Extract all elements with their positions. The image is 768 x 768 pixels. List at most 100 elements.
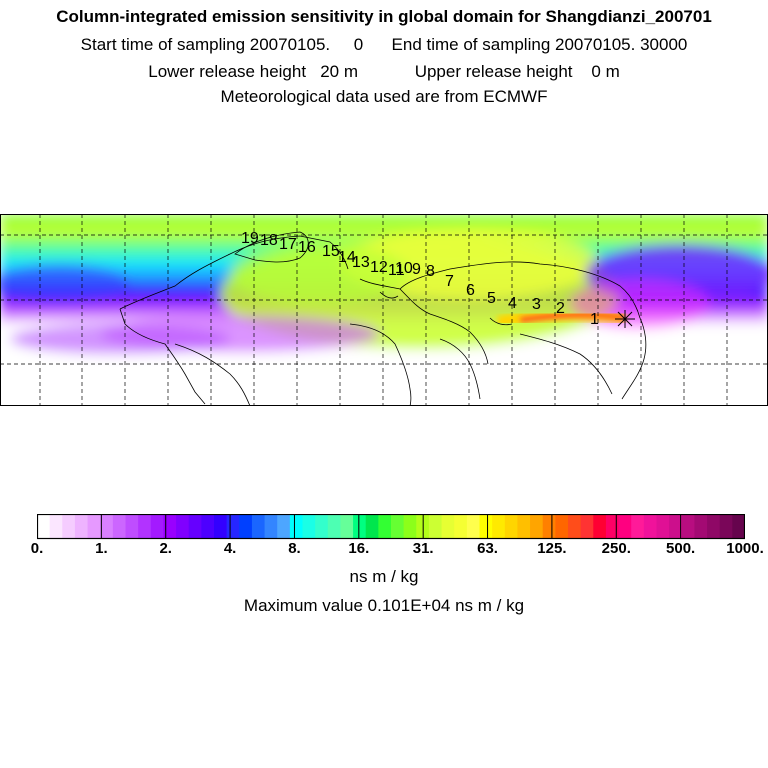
colorbar-cell — [428, 514, 443, 539]
colorbar-cell — [150, 514, 165, 539]
colorbar-cell — [454, 514, 468, 539]
colorbar-cell — [669, 514, 683, 539]
colorbar-cell — [681, 514, 696, 539]
trajectory-label-9: 9 — [412, 261, 421, 278]
colorbar-cell — [593, 514, 607, 539]
colorbar-major-ticks — [100, 514, 682, 539]
plot-title: Column-integrated emission sensitivity i… — [56, 7, 712, 26]
colorbar-tick-label: 0. — [30, 540, 44, 557]
colorbar-cell — [479, 514, 493, 539]
colorbar-cell — [530, 514, 544, 539]
colorbar-cell — [441, 514, 455, 539]
colorbar-cell — [643, 514, 658, 539]
colorbar-cell — [542, 514, 556, 539]
met-data-line: Meteorological data used are from ECMWF — [220, 87, 548, 106]
trajectory-label-1: 1 — [590, 311, 599, 328]
colorbar-tick-label: 16. — [348, 540, 370, 557]
colorbar-cell — [201, 514, 215, 539]
trajectory-label-14: 14 — [338, 249, 356, 266]
colorbar-cell — [694, 514, 708, 539]
colorbar-cell — [264, 514, 278, 539]
trajectory-label-13: 13 — [352, 254, 370, 271]
colorbar-cell — [74, 514, 89, 539]
colorbar-cell — [176, 514, 190, 539]
colorbar-cell — [289, 514, 304, 539]
trajectory-label-7: 7 — [445, 273, 454, 290]
colorbar-units: ns m / kg — [349, 567, 419, 586]
colorbar-tick-label: 500. — [666, 540, 696, 557]
colorbar-tick-label: 2. — [159, 540, 172, 557]
colorbar-cell — [277, 514, 291, 539]
colorbar-cell — [226, 514, 240, 539]
station-marker — [615, 310, 635, 328]
colorbar-cell — [365, 514, 379, 539]
trajectory-label-12: 12 — [370, 259, 388, 276]
sensitivity-field — [0, 214, 768, 364]
trajectory-label-19: 19 — [241, 230, 259, 247]
colorbar-tick-label: 250. — [601, 540, 631, 557]
grid-lines — [0, 214, 768, 406]
trajectory-label-15: 15 — [322, 243, 340, 260]
colorbar-cell — [631, 514, 645, 539]
colorbar-cell — [719, 514, 733, 539]
trajectory-label-3: 3 — [532, 296, 541, 313]
colorbar-cell — [251, 514, 266, 539]
colorbar-cell — [555, 514, 569, 539]
colorbar-cell — [340, 514, 354, 539]
colorbar-cell — [239, 514, 253, 539]
colorbar — [37, 514, 745, 540]
colorbar-cell — [353, 514, 367, 539]
colorbar-cell — [302, 514, 316, 539]
colorbar-frame — [37, 514, 745, 540]
colorbar-cell — [391, 514, 405, 539]
colorbar-cell — [327, 514, 342, 539]
colorbar-tick-label: 31. — [412, 540, 434, 557]
colorbar-cell — [49, 514, 63, 539]
maximum-value-text: Maximum value 0.101E+04 ns m / kg — [243, 596, 525, 615]
colorbar-tick-label: 4. — [223, 540, 237, 557]
sampling-time-line: Start time of sampling 20070105. 0 End t… — [80, 35, 688, 54]
trajectory-label-8: 8 — [426, 263, 435, 280]
colorbar-cell — [163, 514, 177, 539]
trajectory-label-17: 17 — [279, 236, 297, 253]
colorbar-cell — [707, 514, 721, 539]
colorbar-cell — [315, 514, 329, 539]
colorbar-cell — [618, 514, 632, 539]
colorbar-cell — [492, 514, 506, 539]
colorbar-tick-label: 1. — [95, 540, 108, 557]
trajectory-label-6: 6 — [466, 282, 475, 299]
trajectory-label-4: 4 — [508, 295, 517, 312]
release-height-line: Lower release height 20 m Upper release … — [148, 62, 620, 81]
colorbar-cells — [37, 514, 745, 539]
colorbar-tick-label: 8. — [288, 540, 301, 557]
colorbar-cell — [37, 514, 51, 539]
colorbar-cell — [605, 514, 620, 539]
colorbar-cell — [732, 514, 745, 539]
colorbar-cell — [568, 514, 582, 539]
colorbar-cell — [87, 514, 101, 539]
colorbar-tick-label: 63. — [477, 540, 498, 557]
colorbar-cell — [62, 514, 76, 539]
trajectory-label-11: 11 — [388, 262, 405, 279]
trajectory-label-16: 16 — [298, 239, 316, 256]
colorbar-cell — [378, 514, 392, 539]
colorbar-cell — [138, 514, 152, 539]
coastlines — [119, 231, 647, 406]
colorbar-cell — [188, 514, 202, 539]
trajectory-label-5: 5 — [487, 290, 496, 307]
colorbar-cell — [656, 514, 670, 539]
colorbar-cell — [466, 514, 481, 539]
colorbar-cell — [517, 514, 531, 539]
colorbar-cell — [580, 514, 594, 539]
trajectory-label-2: 2 — [556, 300, 565, 317]
colorbar-cell — [100, 514, 114, 539]
colorbar-cell — [112, 514, 127, 539]
colorbar-cell — [403, 514, 417, 539]
colorbar-cell — [504, 514, 519, 539]
trajectory-label-10: 10 — [395, 260, 413, 277]
colorbar-cell — [125, 514, 139, 539]
colorbar-tick-label: 125. — [537, 540, 567, 557]
colorbar-tick-label: 1000. — [726, 540, 764, 557]
